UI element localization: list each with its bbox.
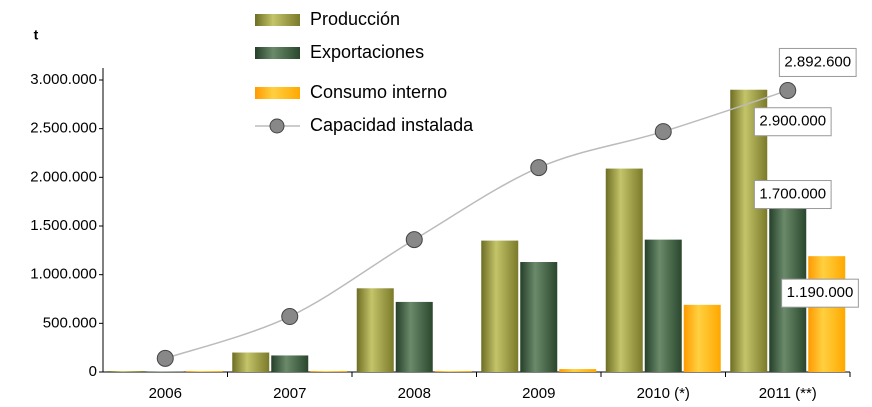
y-tick-label: 1.000.000 xyxy=(30,266,97,283)
legend-swatch xyxy=(255,87,300,99)
x-tick-label: 2010 (*) xyxy=(637,385,690,402)
bar xyxy=(271,355,309,372)
bar xyxy=(434,371,472,372)
value-label: 2.892.600 xyxy=(784,53,851,70)
value-label-box xyxy=(781,278,859,308)
legend-label: Consumo interno xyxy=(310,82,447,102)
y-tick-label: 2.500.000 xyxy=(30,120,97,137)
bar xyxy=(395,301,433,372)
x-tick-label: 2009 xyxy=(522,385,555,402)
bar xyxy=(808,256,846,372)
value-label-box xyxy=(753,180,832,210)
value-label-box xyxy=(778,47,857,77)
y-tick-label: 3.000.000 xyxy=(30,71,97,88)
legend-label: Capacidad instalada xyxy=(310,115,474,135)
value-label-box xyxy=(753,107,832,137)
x-tick-label: 2008 xyxy=(398,385,431,402)
legend-swatch xyxy=(255,14,300,26)
x-tick-label: 2007 xyxy=(273,385,306,402)
bar xyxy=(559,369,597,372)
y-tick-label: 1.500.000 xyxy=(30,217,97,234)
line-marker xyxy=(530,159,548,177)
legend-label: Exportaciones xyxy=(310,42,424,62)
bar xyxy=(107,371,145,372)
value-label: 2.900.000 xyxy=(759,113,826,130)
bar xyxy=(520,262,558,372)
value-label: 1.700.000 xyxy=(759,186,826,203)
line-marker xyxy=(281,308,299,326)
bar xyxy=(185,371,223,372)
value-label: 1.190.000 xyxy=(787,284,854,301)
line-marker xyxy=(779,81,797,99)
x-tick-label: 2011 (**) xyxy=(759,385,817,402)
legend-label: Producción xyxy=(310,9,400,29)
bar xyxy=(730,89,768,372)
x-tick-label: 2006 xyxy=(149,385,182,402)
bar xyxy=(356,288,394,372)
bar xyxy=(481,240,519,372)
legend-marker xyxy=(269,118,285,134)
bar xyxy=(232,352,270,372)
line-marker xyxy=(654,123,672,141)
bar xyxy=(310,371,348,372)
y-tick-label: 2.000.000 xyxy=(30,168,97,185)
line-marker xyxy=(156,349,174,367)
y-axis-label: t xyxy=(34,27,39,43)
bar xyxy=(644,239,682,372)
bar xyxy=(605,168,643,372)
y-tick-label: 0 xyxy=(89,363,97,380)
y-tick-label: 500.000 xyxy=(43,314,97,331)
line-marker xyxy=(405,231,423,249)
line xyxy=(165,89,788,360)
bar xyxy=(683,304,721,372)
legend-swatch xyxy=(255,47,300,59)
